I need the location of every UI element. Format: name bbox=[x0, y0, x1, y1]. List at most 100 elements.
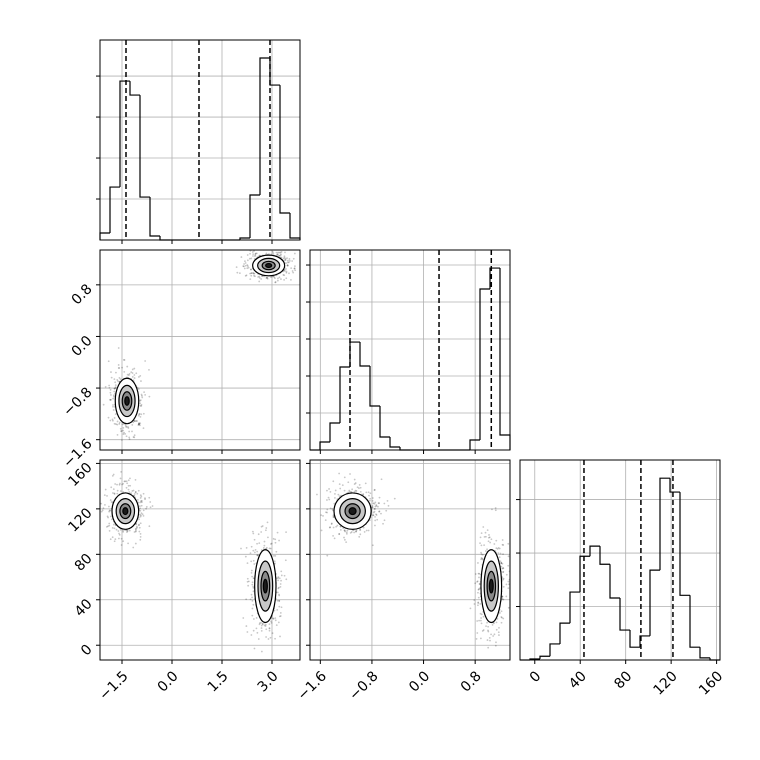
sample-point bbox=[109, 398, 111, 401]
sample-point bbox=[125, 426, 128, 428]
sample-point bbox=[148, 395, 151, 398]
sample-point bbox=[371, 505, 374, 507]
sample-point bbox=[102, 507, 105, 510]
sample-point bbox=[116, 420, 119, 423]
sample-point bbox=[249, 552, 252, 555]
sample-point bbox=[288, 258, 291, 260]
sample-point bbox=[113, 390, 116, 393]
sample-point bbox=[148, 368, 150, 371]
sample-point bbox=[251, 599, 254, 602]
histogram-bin bbox=[659, 477, 670, 571]
sample-point bbox=[110, 501, 113, 503]
sample-point bbox=[489, 639, 491, 642]
histogram-bin bbox=[109, 186, 120, 234]
sample-point bbox=[139, 532, 142, 535]
sample-point bbox=[117, 347, 120, 349]
sample-point bbox=[326, 489, 328, 492]
sample-point bbox=[285, 262, 287, 264]
sample-point bbox=[139, 399, 141, 402]
sample-point bbox=[145, 507, 147, 510]
sample-point bbox=[353, 490, 356, 493]
sample-point bbox=[131, 376, 134, 378]
sample-point bbox=[276, 253, 279, 256]
sample-point bbox=[251, 575, 254, 578]
sample-point bbox=[272, 617, 275, 620]
sample-point bbox=[274, 637, 276, 640]
sample-point bbox=[264, 623, 267, 626]
sample-point bbox=[243, 267, 246, 270]
sample-point bbox=[113, 492, 116, 495]
sample-point bbox=[242, 617, 245, 619]
sample-point bbox=[373, 507, 376, 510]
sample-point bbox=[252, 549, 255, 552]
sample-point bbox=[260, 531, 263, 533]
sample-point bbox=[494, 644, 497, 647]
sample-point bbox=[140, 504, 143, 507]
sample-point bbox=[114, 483, 117, 485]
sample-point bbox=[265, 546, 268, 549]
panel-frame bbox=[309, 459, 511, 661]
sample-point bbox=[244, 260, 246, 263]
sample-point bbox=[128, 438, 131, 441]
sample-point bbox=[277, 251, 280, 254]
sample-point bbox=[288, 272, 290, 275]
sample-point bbox=[359, 533, 362, 536]
sample-point bbox=[112, 404, 114, 406]
sample-point bbox=[286, 261, 289, 264]
sample-point bbox=[240, 547, 242, 550]
sample-point bbox=[138, 523, 141, 526]
sample-point bbox=[480, 622, 483, 625]
sample-point bbox=[113, 527, 116, 530]
sample-point bbox=[326, 508, 329, 511]
sample-point bbox=[128, 436, 131, 439]
sample-point bbox=[121, 423, 124, 426]
sample-point bbox=[497, 547, 500, 549]
sample-point bbox=[278, 599, 281, 602]
sample-point bbox=[348, 489, 351, 492]
sample-point bbox=[373, 510, 376, 513]
sample-point bbox=[480, 551, 482, 554]
sample-point bbox=[372, 514, 374, 517]
sample-point bbox=[126, 373, 129, 376]
sample-point bbox=[109, 388, 112, 391]
sample-point bbox=[265, 628, 268, 631]
sample-point bbox=[141, 394, 143, 397]
sample-point bbox=[109, 399, 112, 401]
sample-point bbox=[480, 613, 483, 616]
sample-point bbox=[134, 528, 137, 531]
sample-point bbox=[140, 405, 143, 407]
sample-point bbox=[280, 278, 282, 280]
sample-point bbox=[245, 625, 248, 627]
sample-point bbox=[263, 544, 266, 547]
sample-point bbox=[253, 272, 256, 275]
histogram-bin bbox=[629, 630, 640, 648]
sample-point bbox=[127, 426, 129, 428]
sample-point bbox=[131, 368, 134, 371]
sample-point bbox=[477, 588, 480, 591]
sample-point bbox=[279, 585, 282, 588]
sample-point bbox=[377, 502, 380, 505]
sample-point bbox=[123, 451, 125, 453]
sample-point bbox=[246, 577, 249, 580]
sample-point bbox=[250, 257, 253, 260]
sample-point bbox=[353, 478, 356, 481]
sample-point bbox=[502, 570, 505, 573]
sample-point bbox=[368, 494, 370, 497]
sample-point bbox=[367, 491, 370, 494]
sample-point bbox=[254, 275, 256, 278]
sample-point bbox=[135, 529, 137, 532]
sample-point bbox=[104, 504, 106, 506]
sample-point bbox=[258, 254, 261, 257]
sample-point bbox=[478, 587, 481, 590]
sample-point bbox=[333, 537, 336, 540]
sample-point bbox=[124, 423, 127, 426]
sample-point bbox=[253, 563, 256, 565]
sample-point bbox=[491, 508, 493, 511]
sample-point bbox=[108, 386, 111, 389]
sample-point bbox=[119, 482, 121, 485]
sample-point bbox=[134, 530, 137, 533]
sample-point bbox=[247, 580, 250, 583]
sample-point bbox=[111, 474, 114, 477]
sample-point bbox=[362, 493, 365, 495]
sample-point bbox=[496, 617, 499, 620]
